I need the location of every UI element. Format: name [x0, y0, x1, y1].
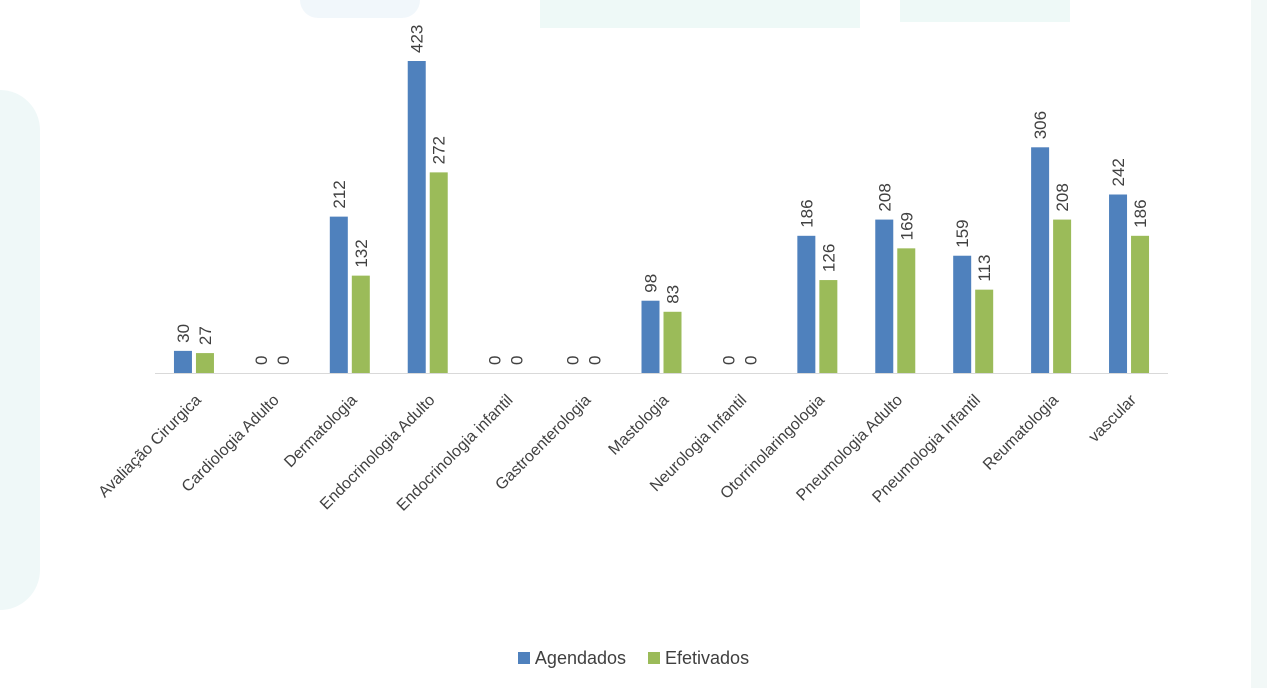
data-label-efetivados-9: 169 [897, 212, 916, 240]
bar-efetivados-3 [429, 172, 448, 373]
data-label-agendados-7: 0 [719, 356, 738, 365]
watermark-right [1251, 0, 1267, 688]
bar-agendados-9 [875, 219, 894, 373]
x-tick-label-2: Dermatologia [281, 392, 360, 471]
bar-agendados-12 [1109, 194, 1128, 373]
watermark-left [0, 90, 40, 610]
legend-swatch-efetivados [648, 652, 661, 664]
bar-efetivados-6 [663, 311, 682, 373]
bar-efetivados-2 [351, 275, 370, 373]
x-tick-label-12: vascular [1086, 391, 1141, 446]
data-label-agendados-11: 306 [1031, 111, 1050, 139]
data-label-agendados-4: 0 [486, 356, 505, 365]
bar-agendados-10 [953, 255, 972, 373]
data-label-agendados-9: 208 [875, 183, 894, 211]
data-label-efetivados-2: 132 [352, 239, 371, 267]
data-label-efetivados-8: 126 [819, 244, 838, 272]
data-label-efetivados-12: 186 [1131, 199, 1150, 227]
bar-efetivados-11 [1053, 219, 1072, 373]
legend-label-efetivados: Efetivados [665, 647, 750, 668]
data-label-efetivados-11: 208 [1053, 183, 1072, 211]
bar-agendados-11 [1031, 147, 1050, 373]
data-label-efetivados-1: 0 [274, 356, 293, 365]
data-label-agendados-3: 423 [408, 25, 427, 53]
legend: Agendados Efetivados [0, 644, 1267, 672]
bar-agendados-0 [173, 350, 192, 373]
data-label-agendados-0: 30 [174, 324, 193, 343]
data-label-agendados-10: 159 [953, 219, 972, 247]
bar-efetivados-8 [819, 280, 838, 373]
data-label-efetivados-7: 0 [741, 356, 760, 365]
bar-efetivados-0 [195, 353, 214, 373]
x-tick-label-6: Mastologia [606, 392, 673, 459]
data-label-agendados-2: 212 [330, 180, 349, 208]
data-label-efetivados-3: 272 [430, 136, 449, 164]
watermark-top [540, 0, 860, 28]
data-label-efetivados-4: 0 [508, 356, 527, 365]
x-tick-label-11: Reumatologia [980, 392, 1062, 474]
data-label-agendados-6: 98 [642, 274, 661, 293]
bar-efetivados-12 [1131, 235, 1150, 373]
data-label-efetivados-10: 113 [975, 255, 994, 282]
bar-agendados-2 [329, 216, 348, 373]
data-label-efetivados-6: 83 [664, 285, 683, 304]
data-label-agendados-1: 0 [252, 356, 271, 365]
data-label-agendados-8: 186 [797, 199, 816, 227]
data-label-efetivados-5: 0 [586, 356, 605, 365]
watermark-top [900, 0, 1070, 22]
bar-agendados-3 [407, 61, 426, 373]
bar-agendados-6 [641, 300, 660, 373]
bar-efetivados-9 [897, 248, 916, 373]
legend-label-agendados: Agendados [534, 647, 627, 668]
bar-efetivados-10 [975, 289, 994, 373]
data-label-efetivados-0: 27 [196, 326, 215, 345]
legend-item-efetivados: Efetivados [648, 648, 749, 669]
legend-swatch-agendados [517, 652, 530, 664]
bar-agendados-8 [797, 235, 816, 373]
data-label-agendados-5: 0 [564, 356, 583, 365]
watermark-top [300, 0, 420, 18]
data-label-agendados-12: 242 [1109, 158, 1128, 186]
legend-item-agendados: Agendados [517, 647, 627, 669]
